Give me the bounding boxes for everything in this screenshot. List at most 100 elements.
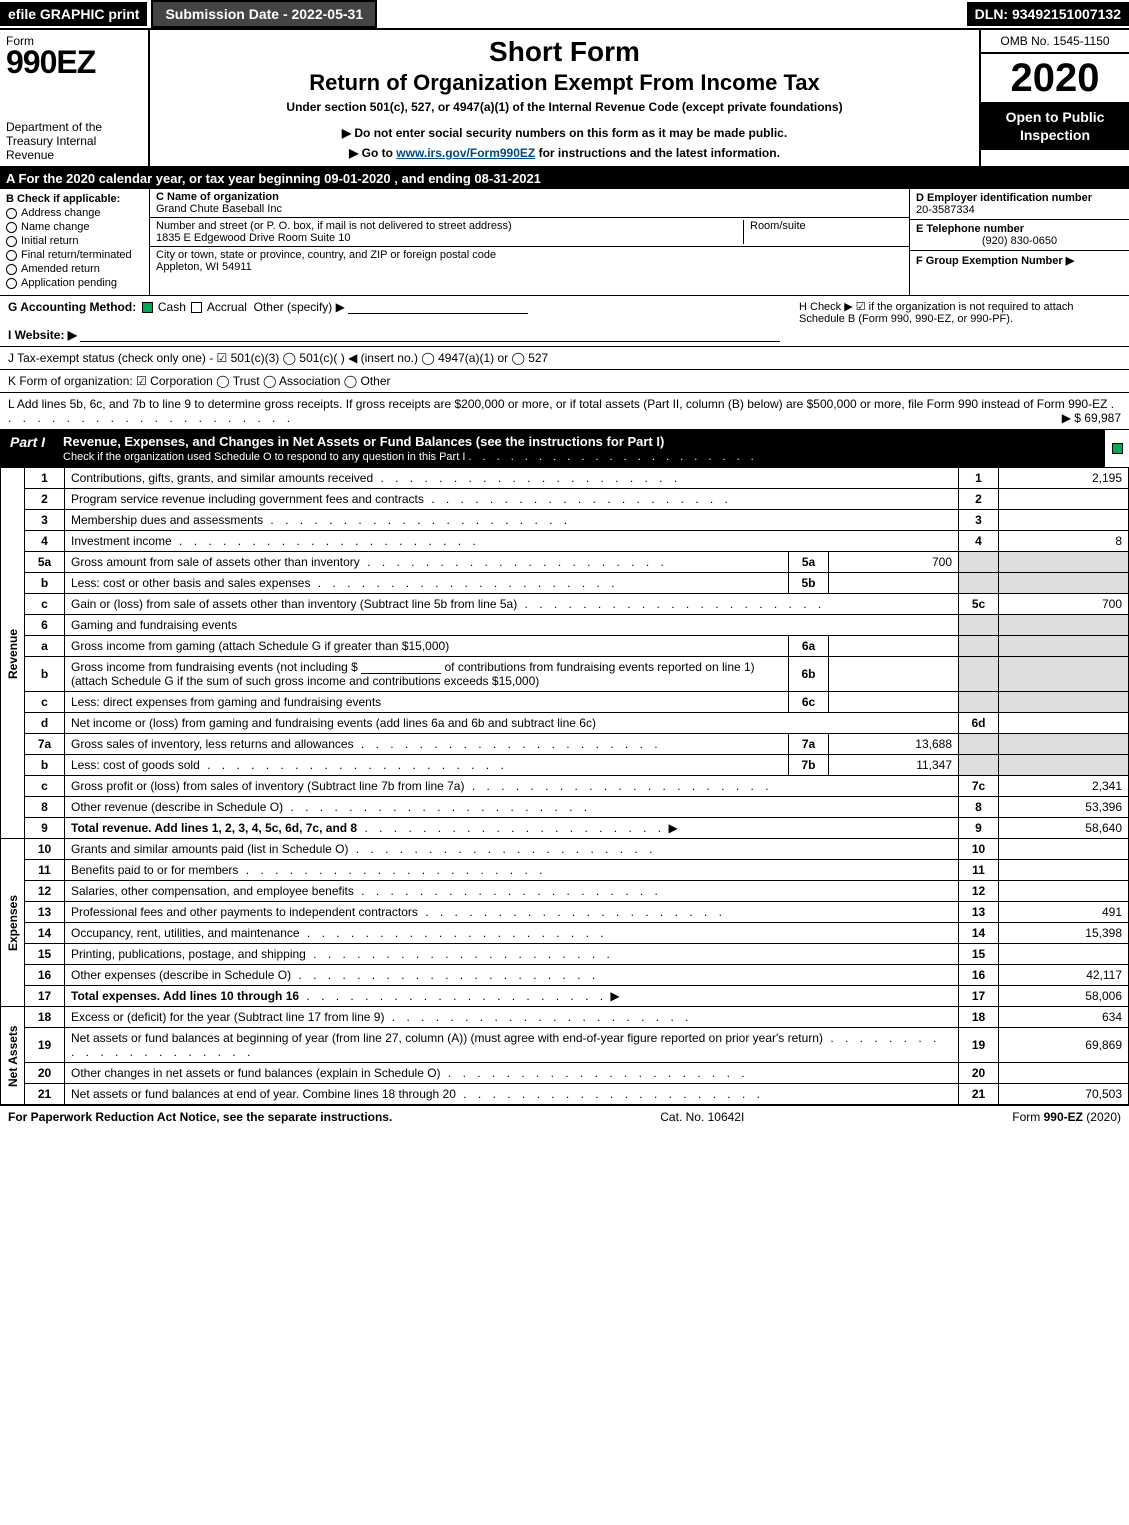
top-bar: efile GRAPHIC print Submission Date - 20… bbox=[0, 0, 1129, 30]
line-num: 8 bbox=[25, 797, 65, 818]
line-value: 2,195 bbox=[999, 468, 1129, 489]
row-k-org-form: K Form of organization: ☑ Corporation ◯ … bbox=[0, 370, 1129, 393]
phone-label: E Telephone number bbox=[916, 223, 1024, 235]
h-schedule-b: H Check ▶ ☑ if the organization is not r… bbox=[791, 300, 1121, 342]
line-desc: Benefits paid to or for members bbox=[65, 860, 959, 881]
ck-label: Initial return bbox=[21, 235, 78, 247]
grey-cell bbox=[959, 755, 999, 776]
subline-value: 11,347 bbox=[829, 755, 959, 776]
subline-value bbox=[829, 573, 959, 594]
line-num: 15 bbox=[25, 944, 65, 965]
ck-label: Final return/terminated bbox=[21, 249, 132, 261]
checkbox-icon[interactable] bbox=[142, 302, 153, 313]
net-assets-vertical-label: Net Assets bbox=[1, 1007, 25, 1105]
org-name-value: Grand Chute Baseball Inc bbox=[156, 203, 282, 215]
line-desc: Other changes in net assets or fund bala… bbox=[65, 1063, 959, 1084]
line-value: 634 bbox=[999, 1007, 1129, 1028]
checkbox-icon bbox=[6, 250, 17, 261]
ck-name-change[interactable]: Name change bbox=[6, 221, 143, 233]
line-value bbox=[999, 839, 1129, 860]
identity-block: B Check if applicable: Address change Na… bbox=[0, 189, 1129, 296]
line-desc: Less: direct expenses from gaming and fu… bbox=[65, 692, 789, 713]
group-exemption-label: F Group Exemption Number ▶ bbox=[916, 255, 1074, 267]
part-subtitle: Check if the organization used Schedule … bbox=[63, 449, 1097, 463]
part-i-checkbox[interactable] bbox=[1105, 430, 1129, 467]
city-label: City or town, state or province, country… bbox=[156, 249, 496, 261]
checkbox-icon bbox=[6, 278, 17, 289]
dln-label: DLN: 93492151007132 bbox=[967, 2, 1129, 26]
line-num: 11 bbox=[25, 860, 65, 881]
column-def: D Employer identification number 20-3587… bbox=[909, 189, 1129, 295]
line-num: 9 bbox=[25, 818, 65, 839]
line-num: 21 bbox=[25, 1084, 65, 1105]
line-desc: Investment income bbox=[65, 531, 959, 552]
subline-value bbox=[829, 657, 959, 692]
line-num: 10 bbox=[25, 839, 65, 860]
line-desc: Net income or (loss) from gaming and fun… bbox=[65, 713, 959, 734]
row-l-gross-receipts: L Add lines 5b, 6c, and 7b to line 9 to … bbox=[0, 393, 1129, 430]
line-num: 16 bbox=[25, 965, 65, 986]
tax-year: 2020 bbox=[981, 54, 1129, 102]
grey-cell bbox=[959, 615, 999, 636]
line-ref: 10 bbox=[959, 839, 999, 860]
i-label: I Website: ▶ bbox=[8, 328, 77, 342]
city-row: City or town, state or province, country… bbox=[150, 247, 909, 275]
ck-address-change[interactable]: Address change bbox=[6, 207, 143, 219]
grey-cell bbox=[959, 552, 999, 573]
grey-cell bbox=[959, 657, 999, 692]
line-ref: 1 bbox=[959, 468, 999, 489]
line-desc: Occupancy, rent, utilities, and maintena… bbox=[65, 923, 959, 944]
column-b-checkboxes: B Check if applicable: Address change Na… bbox=[0, 189, 150, 295]
line-num: 19 bbox=[25, 1028, 65, 1063]
grey-cell bbox=[959, 734, 999, 755]
website-field[interactable] bbox=[80, 328, 780, 342]
line-num: 7a bbox=[25, 734, 65, 755]
line-value: 42,117 bbox=[999, 965, 1129, 986]
subline-value bbox=[829, 692, 959, 713]
part-badge: Part I bbox=[0, 430, 55, 467]
ck-amended-return[interactable]: Amended return bbox=[6, 263, 143, 275]
column-c-org-info: C Name of organization Grand Chute Baseb… bbox=[150, 189, 909, 295]
line-desc: Gross amount from sale of assets other t… bbox=[65, 552, 789, 573]
submission-date-label: Submission Date - 2022-05-31 bbox=[151, 0, 377, 28]
line-desc: Program service revenue including govern… bbox=[65, 489, 959, 510]
g-cash: Cash bbox=[158, 300, 186, 314]
ck-initial-return[interactable]: Initial return bbox=[6, 235, 143, 247]
ck-final-return[interactable]: Final return/terminated bbox=[6, 249, 143, 261]
subline-ref: 5b bbox=[789, 573, 829, 594]
underline-field[interactable] bbox=[361, 660, 441, 674]
checkbox-icon bbox=[1112, 443, 1123, 454]
line-desc: Gross income from gaming (attach Schedul… bbox=[65, 636, 789, 657]
part-i-lines-table: Revenue 1 Contributions, gifts, grants, … bbox=[0, 467, 1129, 1105]
irs-link[interactable]: www.irs.gov/Form990EZ bbox=[396, 146, 535, 160]
g-other: Other (specify) ▶ bbox=[254, 300, 345, 314]
short-form-title: Short Form bbox=[158, 36, 971, 68]
revenue-vertical-label: Revenue bbox=[1, 468, 25, 839]
line-value: 8 bbox=[999, 531, 1129, 552]
grey-cell bbox=[999, 734, 1129, 755]
line-num: b bbox=[25, 657, 65, 692]
city-value: Appleton, WI 54911 bbox=[156, 261, 252, 273]
ein-row: D Employer identification number 20-3587… bbox=[910, 189, 1129, 220]
checkbox-icon bbox=[6, 264, 17, 275]
line-num: 12 bbox=[25, 881, 65, 902]
part-title: Revenue, Expenses, and Changes in Net As… bbox=[55, 430, 1105, 467]
line-num: b bbox=[25, 573, 65, 594]
checkbox-icon[interactable] bbox=[191, 302, 202, 313]
underline-field[interactable] bbox=[348, 300, 528, 314]
ein-value: 20-3587334 bbox=[916, 204, 975, 216]
line-value: 58,006 bbox=[999, 986, 1129, 1007]
line-desc: Grants and similar amounts paid (list in… bbox=[65, 839, 959, 860]
efile-print-label[interactable]: efile GRAPHIC print bbox=[0, 2, 147, 26]
footer-left: For Paperwork Reduction Act Notice, see … bbox=[8, 1110, 392, 1124]
subline-value: 700 bbox=[829, 552, 959, 573]
header-right: OMB No. 1545-1150 2020 Open to Public In… bbox=[979, 30, 1129, 166]
line-value: 53,396 bbox=[999, 797, 1129, 818]
ssn-warning: ▶ Do not enter social security numbers o… bbox=[158, 126, 971, 140]
ck-application-pending[interactable]: Application pending bbox=[6, 277, 143, 289]
footer-cat-no: Cat. No. 10642I bbox=[392, 1110, 1012, 1124]
page-footer: For Paperwork Reduction Act Notice, see … bbox=[0, 1105, 1129, 1128]
l-text: L Add lines 5b, 6c, and 7b to line 9 to … bbox=[8, 397, 1107, 411]
line-ref: 2 bbox=[959, 489, 999, 510]
line-ref: 13 bbox=[959, 902, 999, 923]
